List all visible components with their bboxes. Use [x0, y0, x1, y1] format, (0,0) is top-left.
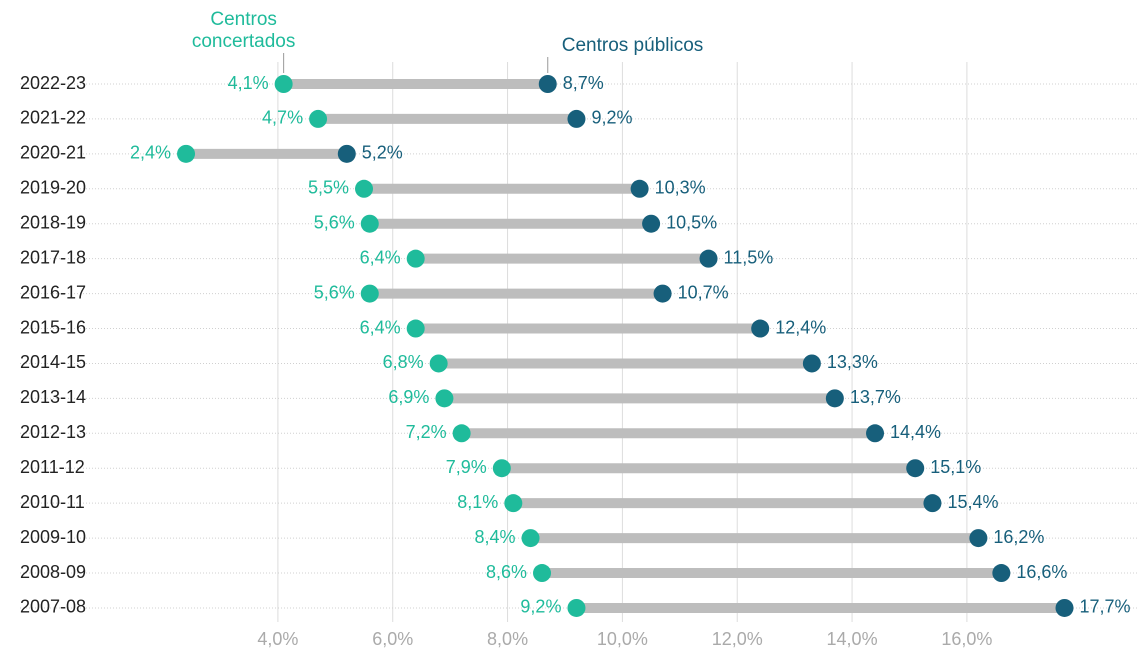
legend-label: Centros públicos	[561, 35, 704, 56]
y-tick-label: 2008-09	[20, 562, 86, 582]
value-label: 14,4%	[890, 422, 941, 442]
dot	[406, 249, 425, 268]
value-label: 11,5%	[724, 247, 774, 267]
y-tick-label: 2017-18	[20, 247, 86, 267]
dot	[567, 598, 586, 617]
dot	[177, 144, 196, 163]
y-tick-label: 2018-19	[20, 212, 86, 232]
value-label: 6,9%	[388, 387, 429, 407]
y-tick-label: 2010-11	[20, 492, 85, 512]
dot	[567, 109, 586, 128]
dot	[360, 284, 379, 303]
value-label: 5,6%	[314, 282, 355, 302]
dot	[642, 214, 661, 233]
value-label: 16,2%	[993, 527, 1044, 547]
value-label: 2,4%	[130, 143, 171, 163]
dot	[923, 494, 942, 513]
value-label: 12,4%	[775, 317, 826, 337]
dot	[337, 144, 356, 163]
x-tick-label: 12,0%	[712, 629, 763, 649]
value-label: 6,4%	[360, 247, 401, 267]
dot	[492, 459, 511, 478]
value-label: 10,5%	[666, 212, 717, 232]
value-label: 15,4%	[947, 492, 998, 512]
y-tick-label: 2021-22	[20, 108, 86, 128]
value-label: 8,7%	[563, 73, 604, 93]
y-tick-label: 2013-14	[20, 387, 86, 407]
dot	[429, 354, 448, 373]
y-tick-label: 2007-08	[20, 597, 86, 617]
y-tick-label: 2020-21	[20, 143, 86, 163]
dot	[751, 319, 770, 338]
dot	[538, 75, 557, 93]
value-label: 15,1%	[930, 457, 981, 477]
x-tick-label: 4,0%	[257, 629, 298, 649]
value-label: 7,9%	[446, 457, 487, 477]
dot	[630, 179, 649, 198]
value-label: 8,1%	[457, 492, 498, 512]
dot	[699, 249, 718, 268]
y-tick-label: 2014-15	[20, 352, 86, 372]
value-label: 6,8%	[383, 352, 424, 372]
y-tick-label: 2009-10	[20, 527, 86, 547]
dot	[533, 564, 552, 583]
x-tick-label: 6,0%	[372, 629, 413, 649]
dot	[274, 75, 293, 93]
y-tick-label: 2011-12	[20, 457, 85, 477]
value-label: 5,2%	[362, 143, 403, 163]
dot	[802, 354, 821, 373]
y-tick-label: 2022-23	[20, 73, 86, 93]
legend-label: Centros concertados	[191, 9, 296, 52]
dot	[452, 424, 471, 443]
value-label: 8,6%	[486, 562, 527, 582]
value-label: 4,7%	[262, 108, 303, 128]
dot	[866, 424, 885, 443]
value-label: 10,7%	[678, 282, 729, 302]
dot	[992, 564, 1011, 583]
value-label: 9,2%	[520, 597, 561, 617]
dot	[435, 389, 454, 408]
dot	[360, 214, 379, 233]
value-label: 8,4%	[474, 527, 515, 547]
value-label: 6,4%	[360, 317, 401, 337]
dot	[406, 319, 425, 338]
value-label: 10,3%	[655, 178, 706, 198]
value-label: 4,1%	[228, 73, 269, 93]
value-label: 13,7%	[850, 387, 901, 407]
value-label: 9,2%	[591, 108, 632, 128]
dot	[969, 529, 988, 548]
dot	[906, 459, 925, 478]
y-tick-label: 2019-20	[20, 178, 86, 198]
value-label: 17,7%	[1080, 597, 1131, 617]
x-tick-label: 10,0%	[597, 629, 648, 649]
value-label: 5,5%	[308, 178, 349, 198]
dot	[653, 284, 672, 303]
dot	[504, 494, 523, 513]
dot	[309, 109, 328, 128]
value-label: 7,2%	[406, 422, 447, 442]
x-tick-label: 8,0%	[487, 629, 528, 649]
y-tick-label: 2012-13	[20, 422, 86, 442]
dot	[521, 529, 540, 548]
dot	[355, 179, 374, 198]
dot	[1055, 598, 1074, 617]
value-label: 13,3%	[827, 352, 878, 372]
value-label: 16,6%	[1016, 562, 1067, 582]
y-tick-label: 2016-17	[20, 282, 86, 302]
y-tick-label: 2015-16	[20, 317, 86, 337]
x-tick-label: 14,0%	[827, 629, 878, 649]
x-tick-label: 16,0%	[941, 629, 992, 649]
value-label: 5,6%	[314, 212, 355, 232]
dot	[825, 389, 844, 408]
